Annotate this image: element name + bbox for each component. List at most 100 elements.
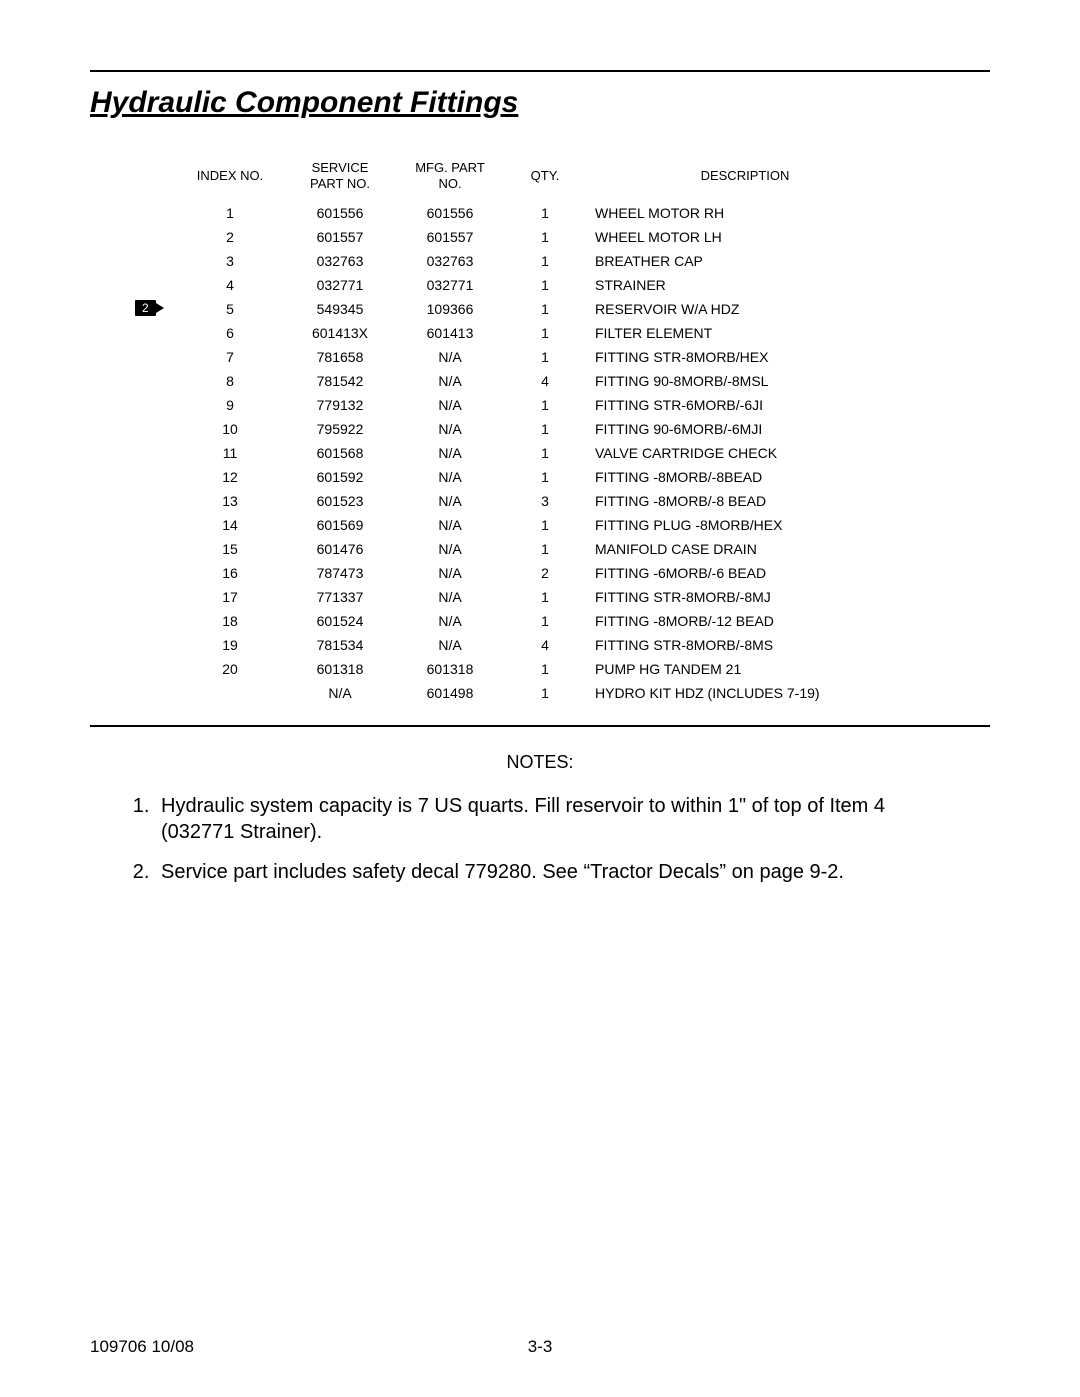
cell-desc: FITTING PLUG -8MORB/HEX [585,513,905,537]
header-mfg: MFG. PART NO. [395,160,505,201]
table-row: 16015566015561WHEEL MOTOR RH [175,201,905,225]
cell-qty: 1 [505,513,585,537]
header-index: INDEX NO. [175,160,285,201]
cell-index-text: 17 [222,589,238,605]
cell-index-text: 13 [222,493,238,509]
cell-mfg: N/A [395,441,505,465]
cell-index: 7 [175,345,285,369]
table-row: 11601568N/A1VALVE CARTRIDGE CHECK [175,441,905,465]
cell-index: 3 [175,249,285,273]
table-row: 7781658N/A1FITTING STR-8MORB/HEX [175,345,905,369]
section-divider [90,725,990,727]
note-item: Service part includes safety decal 77928… [155,859,950,885]
cell-desc: PUMP HG TANDEM 21 [585,657,905,681]
cell-desc: FITTING STR-8MORB/HEX [585,345,905,369]
cell-qty: 1 [505,465,585,489]
cell-service: 032771 [285,273,395,297]
table-row: 10795922N/A1FITTING 90-6MORB/-6MJI [175,417,905,441]
cell-qty: 1 [505,657,585,681]
cell-index: 25 [175,297,285,321]
table-row: 12601592N/A1FITTING -8MORB/-8BEAD [175,465,905,489]
cell-qty: 1 [505,681,585,705]
cell-index-text: 15 [222,541,238,557]
cell-index-text: 10 [222,421,238,437]
cell-service: 601569 [285,513,395,537]
cell-service: 781658 [285,345,395,369]
cell-index: 15 [175,537,285,561]
table-row: 8781542N/A4FITTING 90-8MORB/-8MSL [175,369,905,393]
title-rule: Hydraulic Component Fittings [90,70,990,120]
cell-mfg: 109366 [395,297,505,321]
cell-mfg: N/A [395,369,505,393]
cell-service: 781542 [285,369,395,393]
cell-index: 12 [175,465,285,489]
cell-index-text: 7 [226,349,234,365]
cell-service: 549345 [285,297,395,321]
cell-qty: 1 [505,537,585,561]
cell-index: 18 [175,609,285,633]
cell-mfg: N/A [395,513,505,537]
cell-index: 11 [175,441,285,465]
cell-index: 6 [175,321,285,345]
table-row: 17771337N/A1FITTING STR-8MORB/-8MJ [175,585,905,609]
note-ref-badge: 2 [135,300,156,316]
cell-service: 601523 [285,489,395,513]
cell-desc: BREATHER CAP [585,249,905,273]
page: Hydraulic Component Fittings INDEX NO. S… [0,0,1080,1397]
cell-service: 601413X [285,321,395,345]
cell-mfg: 601557 [395,225,505,249]
cell-mfg: N/A [395,465,505,489]
table-row: 6601413X6014131FILTER ELEMENT [175,321,905,345]
page-footer: 109706 10/08 3-3 109706 10/08 [90,1337,990,1357]
cell-index-text: 4 [226,277,234,293]
cell-mfg: 032763 [395,249,505,273]
cell-index-text: 18 [222,613,238,629]
cell-mfg: N/A [395,489,505,513]
cell-mfg: N/A [395,393,505,417]
footer-doc-id: 109706 10/08 [90,1337,194,1357]
notes-list: Hydraulic system capacity is 7 US quarts… [90,793,990,885]
cell-qty: 1 [505,297,585,321]
cell-index: 17 [175,585,285,609]
cell-mfg: 601413 [395,321,505,345]
cell-index: 16 [175,561,285,585]
cell-index-text: 5 [226,301,234,317]
cell-desc: FITTING STR-8MORB/-8MJ [585,585,905,609]
cell-desc: FITTING STR-6MORB/-6JI [585,393,905,417]
cell-qty: 1 [505,201,585,225]
table-row: 13601523N/A3FITTING -8MORB/-8 BEAD [175,489,905,513]
cell-index-text: 11 [223,445,238,461]
cell-desc: RESERVOIR W/A HDZ [585,297,905,321]
cell-desc: FITTING -8MORB/-8 BEAD [585,489,905,513]
cell-desc: WHEEL MOTOR RH [585,201,905,225]
cell-desc: HYDRO KIT HDZ (INCLUDES 7-19) [585,681,905,705]
cell-service: 795922 [285,417,395,441]
cell-qty: 4 [505,369,585,393]
header-desc: DESCRIPTION [585,160,905,201]
cell-mfg: N/A [395,417,505,441]
notes-heading: NOTES: [90,752,990,773]
cell-index: 20 [175,657,285,681]
cell-qty: 1 [505,393,585,417]
cell-qty: 1 [505,441,585,465]
cell-mfg: N/A [395,345,505,369]
cell-desc: FITTING -8MORB/-12 BEAD [585,609,905,633]
cell-service: 601524 [285,609,395,633]
cell-qty: 1 [505,321,585,345]
cell-service: 771337 [285,585,395,609]
table-row: 14 601569N/A1FITTING PLUG -8MORB/HEX [175,513,905,537]
footer-page-no: 3-3 [528,1337,553,1357]
table-row: 19781534N/A4FITTING STR-8MORB/-8MS [175,633,905,657]
table-row: 206013186013181PUMP HG TANDEM 21 [175,657,905,681]
cell-desc: FILTER ELEMENT [585,321,905,345]
cell-index-text: 14 [222,517,238,533]
cell-index-text: 3 [226,253,234,269]
header-service: SERVICE PART NO. [285,160,395,201]
cell-service: 601318 [285,657,395,681]
table-body: 16015566015561WHEEL MOTOR RH260155760155… [175,201,905,705]
cell-index-text: 9 [226,397,234,413]
table-row: 30327630327631BREATHER CAP [175,249,905,273]
cell-service: 601556 [285,201,395,225]
table-row: 26015576015571WHEEL MOTOR LH [175,225,905,249]
cell-service: 601476 [285,537,395,561]
